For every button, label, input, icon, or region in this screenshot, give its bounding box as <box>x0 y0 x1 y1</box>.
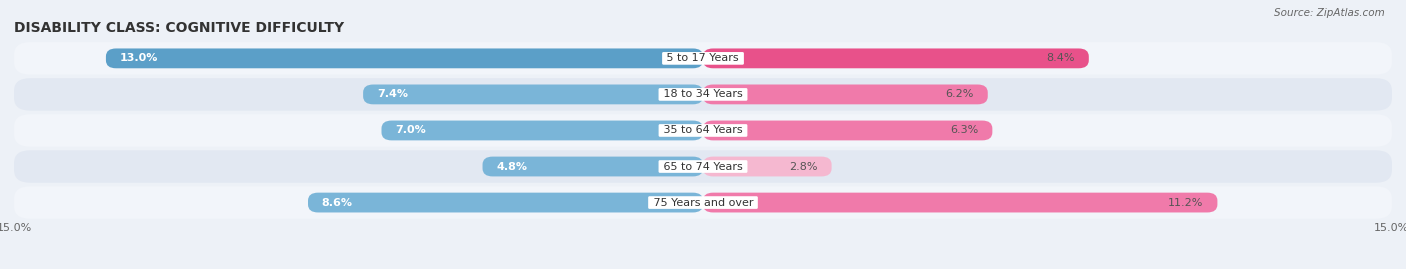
Text: 5 to 17 Years: 5 to 17 Years <box>664 53 742 63</box>
Text: 13.0%: 13.0% <box>120 53 157 63</box>
FancyBboxPatch shape <box>14 42 1392 75</box>
FancyBboxPatch shape <box>14 150 1392 183</box>
Text: 35 to 64 Years: 35 to 64 Years <box>659 125 747 136</box>
FancyBboxPatch shape <box>703 157 831 176</box>
Text: 7.0%: 7.0% <box>395 125 426 136</box>
FancyBboxPatch shape <box>14 186 1392 219</box>
FancyBboxPatch shape <box>703 193 1218 213</box>
FancyBboxPatch shape <box>381 121 703 140</box>
Text: DISABILITY CLASS: COGNITIVE DIFFICULTY: DISABILITY CLASS: COGNITIVE DIFFICULTY <box>14 21 344 35</box>
Text: 8.6%: 8.6% <box>322 197 353 208</box>
FancyBboxPatch shape <box>14 114 1392 147</box>
FancyBboxPatch shape <box>482 157 703 176</box>
Text: 6.3%: 6.3% <box>950 125 979 136</box>
Text: 6.2%: 6.2% <box>946 89 974 100</box>
Text: 4.8%: 4.8% <box>496 161 527 172</box>
Text: 65 to 74 Years: 65 to 74 Years <box>659 161 747 172</box>
Text: 8.4%: 8.4% <box>1046 53 1076 63</box>
Text: 18 to 34 Years: 18 to 34 Years <box>659 89 747 100</box>
FancyBboxPatch shape <box>308 193 703 213</box>
Text: 2.8%: 2.8% <box>789 161 818 172</box>
FancyBboxPatch shape <box>105 48 703 68</box>
Text: 11.2%: 11.2% <box>1168 197 1204 208</box>
FancyBboxPatch shape <box>363 84 703 104</box>
FancyBboxPatch shape <box>703 84 988 104</box>
Text: 7.4%: 7.4% <box>377 89 408 100</box>
Text: 75 Years and over: 75 Years and over <box>650 197 756 208</box>
Text: Source: ZipAtlas.com: Source: ZipAtlas.com <box>1274 8 1385 18</box>
FancyBboxPatch shape <box>703 48 1088 68</box>
FancyBboxPatch shape <box>703 121 993 140</box>
FancyBboxPatch shape <box>14 78 1392 111</box>
